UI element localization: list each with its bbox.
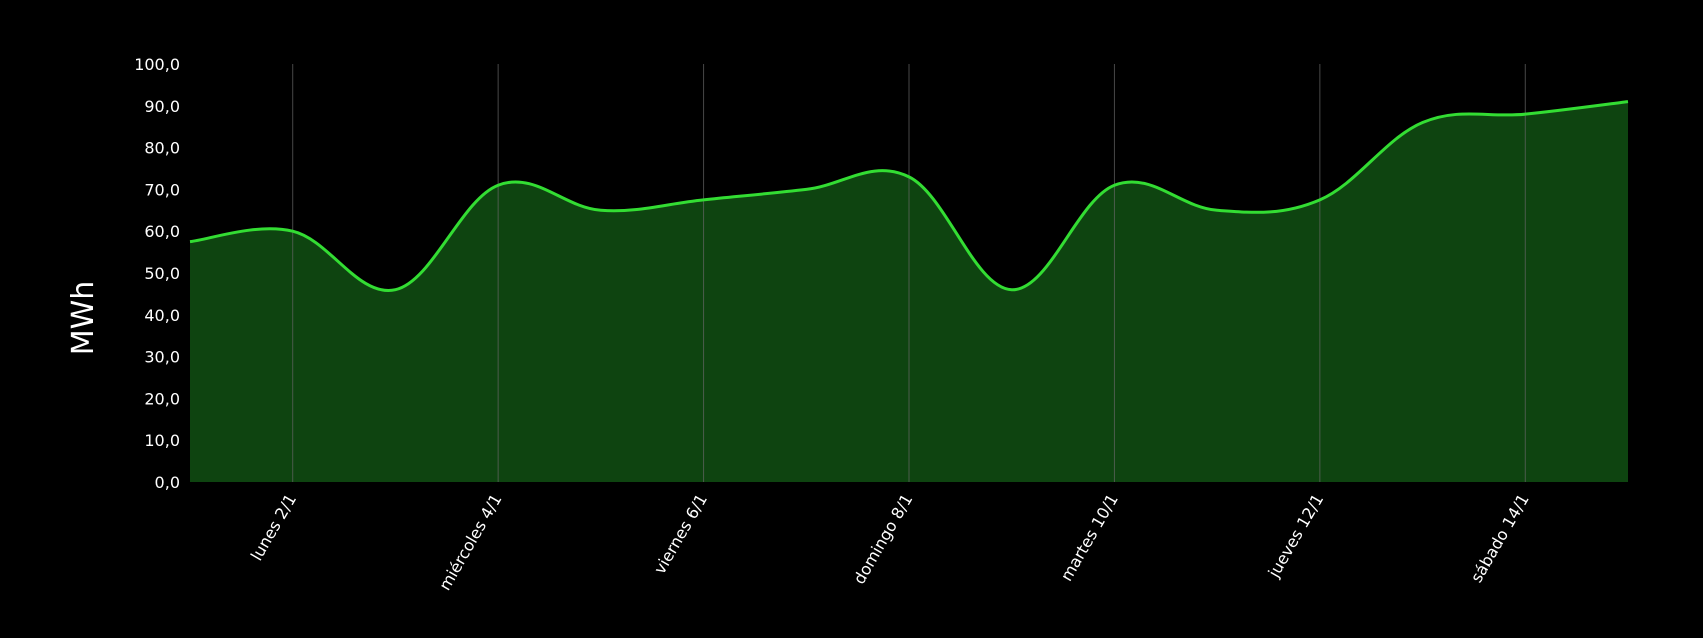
- y-tick-label: 0,0: [155, 473, 180, 492]
- x-tick-label: jueves 12/1: [1264, 491, 1328, 582]
- y-tick-label: 20,0: [144, 389, 180, 408]
- y-tick-label: 90,0: [144, 97, 180, 116]
- x-tick-label: sábado 14/1: [1467, 491, 1533, 586]
- y-tick-label: 70,0: [144, 180, 180, 199]
- x-tick-label: domingo 8/1: [850, 491, 917, 588]
- y-tick-label: 10,0: [144, 431, 180, 450]
- x-tick-label: viernes 6/1: [650, 491, 711, 578]
- x-tick-label: martes 10/1: [1057, 491, 1122, 585]
- x-tick-label: miércoles 4/1: [435, 490, 506, 593]
- y-tick-label: 80,0: [144, 139, 180, 158]
- x-axis: lunes 2/1 miércoles 4/1 viernes 6/1 domingo…: [247, 490, 1533, 593]
- plot-area: [189, 64, 1629, 483]
- y-tick-label: 50,0: [144, 264, 180, 283]
- series-line: [189, 100, 1629, 292]
- y-tick-label: 40,0: [144, 306, 180, 325]
- x-tick-label: lunes 2/1: [247, 491, 300, 564]
- y-axis: 0,0 10,0 20,0 30,0 40,0 50,0 60,0 70,0 80,0 90,0 1…: [134, 55, 180, 492]
- y-axis-title: MWh: [66, 281, 101, 356]
- y-tick-label: 60,0: [144, 222, 180, 241]
- y-tick-label: 30,0: [144, 348, 180, 367]
- y-tick-label: 100,0: [134, 55, 180, 74]
